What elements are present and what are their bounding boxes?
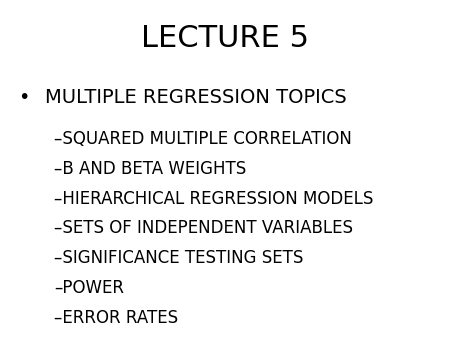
Text: MULTIPLE REGRESSION TOPICS: MULTIPLE REGRESSION TOPICS (45, 88, 347, 107)
Text: LECTURE 5: LECTURE 5 (141, 24, 309, 53)
Text: –POWER: –POWER (54, 279, 124, 297)
Text: –SQUARED MULTIPLE CORRELATION: –SQUARED MULTIPLE CORRELATION (54, 130, 352, 148)
Text: –SETS OF INDEPENDENT VARIABLES: –SETS OF INDEPENDENT VARIABLES (54, 219, 353, 237)
Text: •: • (18, 88, 29, 107)
Text: –HIERARCHICAL REGRESSION MODELS: –HIERARCHICAL REGRESSION MODELS (54, 190, 374, 208)
Text: –ERROR RATES: –ERROR RATES (54, 309, 178, 327)
Text: –B AND BETA WEIGHTS: –B AND BETA WEIGHTS (54, 160, 246, 178)
Text: –SIGNIFICANCE TESTING SETS: –SIGNIFICANCE TESTING SETS (54, 249, 303, 267)
